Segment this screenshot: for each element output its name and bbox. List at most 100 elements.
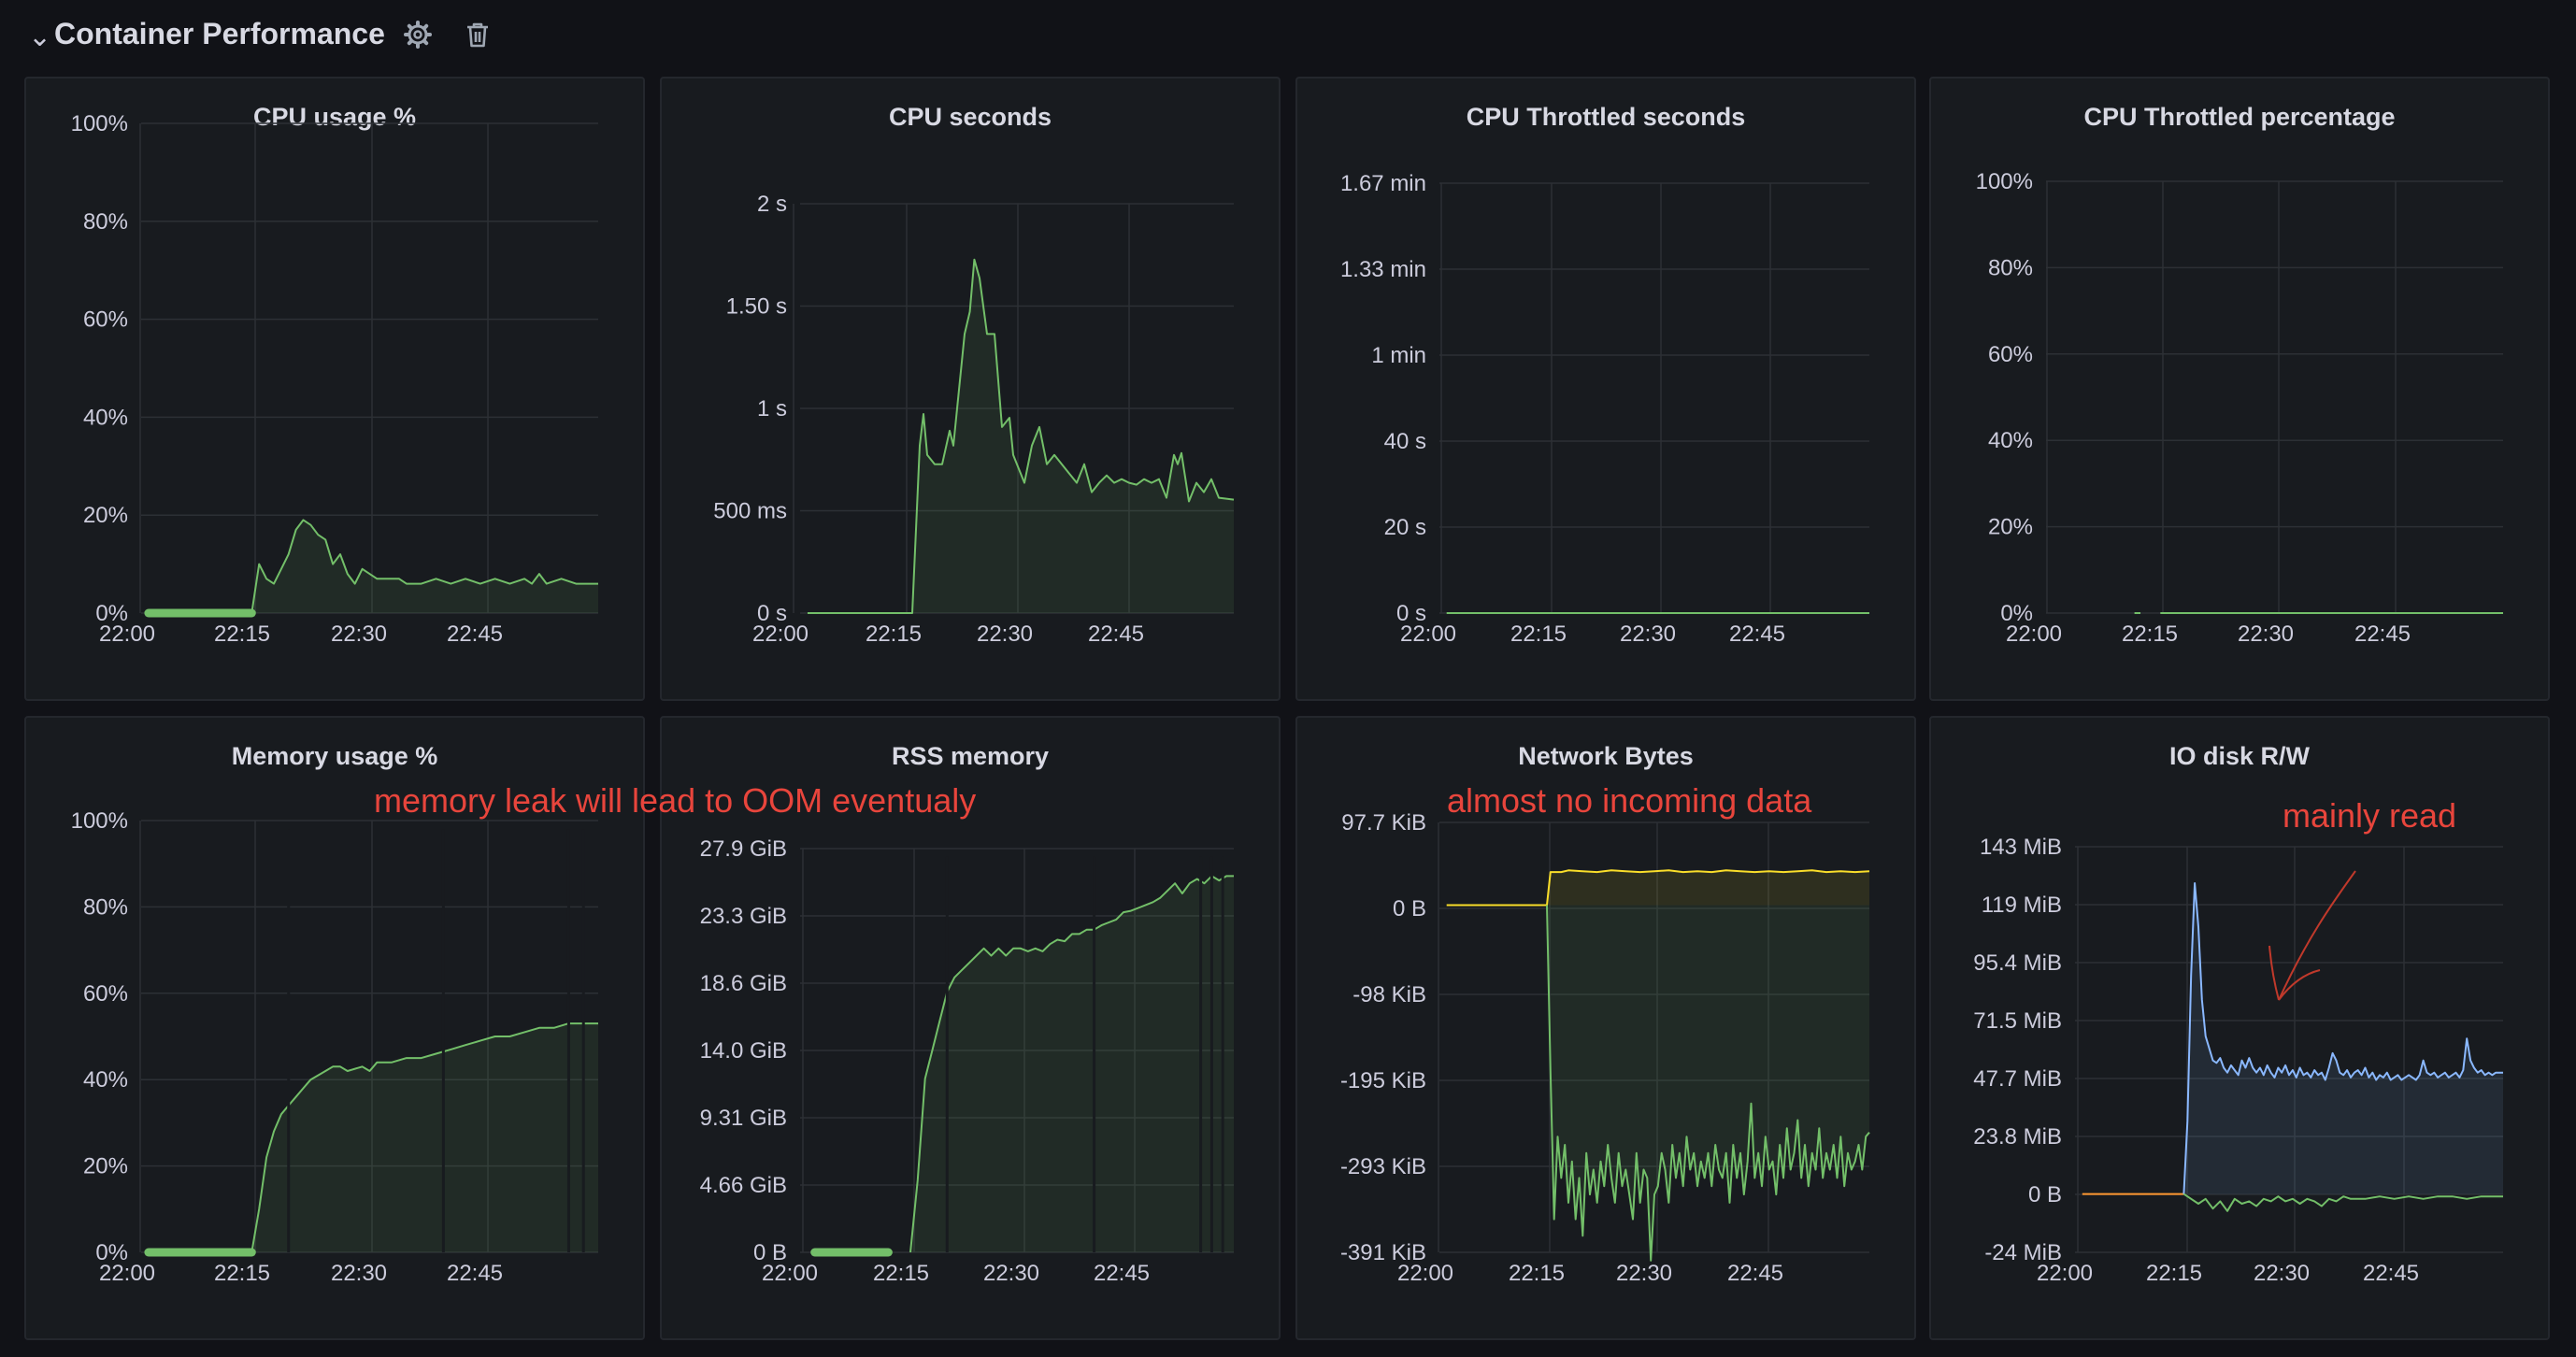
y-tick-label: 0% <box>95 1240 128 1265</box>
y-tick-label: 1.67 min <box>1340 171 1426 196</box>
panel-io-disk-rw[interactable]: IO disk R/W 143 MiB 119 MiB 95.4 MiB 71.5 M… <box>1929 716 2550 1340</box>
y-tick-label: 4.66 GiB <box>700 1173 787 1198</box>
panel-title: CPU seconds <box>888 103 1052 131</box>
panel-rss-memory[interactable]: RSS memory 27.9 GiB 23.3 GiB 18.6 GiB 14.0 … <box>660 716 1281 1340</box>
panel-title: RSS memory <box>891 742 1050 770</box>
x-tick-label: 22:30 <box>2254 1261 2310 1286</box>
y-tick-label: 97.7 KiB <box>1341 810 1426 836</box>
y-tick-label: 47.7 MiB <box>1973 1066 2062 1092</box>
x-tick-label: 22:30 <box>331 621 387 647</box>
x-tick-label: 22:45 <box>1729 621 1785 647</box>
y-tick-label: 143 MiB <box>1980 835 2062 860</box>
y-tick-label: 23.3 GiB <box>700 904 787 929</box>
chart-cpu-usage: 100% 80% 60% 40% 20% 0%22:00 22:15 22:30 22:45 <box>71 111 598 647</box>
y-tick-label: 60% <box>1988 342 2033 367</box>
series-area <box>1547 905 1869 1261</box>
annotation-mainly-read: mainly read <box>2283 796 2457 835</box>
x-tick-label: 22:15 <box>2122 621 2178 647</box>
y-tick-label: 0 s <box>757 601 787 626</box>
series-line <box>909 875 1234 1253</box>
series-line <box>1446 869 1870 907</box>
y-tick-label: 20% <box>1988 515 2033 540</box>
x-tick-label: 22:15 <box>866 621 922 647</box>
x-tick-label: 22:00 <box>1400 621 1456 647</box>
gear-icon[interactable] <box>402 19 434 50</box>
x-tick-label: 22:00 <box>1397 1261 1453 1286</box>
x-tick-label: 22:30 <box>1616 1261 1672 1286</box>
series-area <box>909 876 1234 1252</box>
series-area <box>1446 870 1869 906</box>
y-tick-label: 60% <box>83 981 128 1007</box>
panel-network-bytes[interactable]: Network Bytes 97.7 KiB 0 B -98 KiB -195 KiB… <box>1295 716 1916 1340</box>
y-tick-label: 0 B <box>2028 1182 2062 1207</box>
panel-cpu-throttled-seconds[interactable]: CPU Throttled seconds 1.67 min 1.33 min 1 … <box>1295 77 1916 701</box>
panel-cpu-seconds[interactable]: CPU seconds 2 s 1.50 s 1 s 500 ms 0 s 22:00 22… <box>660 77 1281 701</box>
x-tick-label: 22:00 <box>2006 621 2062 647</box>
panel-memory-usage[interactable]: Memory usage % 100% 80% 60% 40% 20% 0% 22:00 22… <box>24 716 645 1340</box>
x-tick-label: 22:15 <box>214 1261 270 1286</box>
series-line <box>808 258 1235 614</box>
x-tick-label: 22:45 <box>1088 621 1144 647</box>
y-tick-label: 40% <box>1988 428 2033 453</box>
x-tick-label: 22:15 <box>2146 1261 2202 1286</box>
y-tick-label: 14.0 GiB <box>700 1038 787 1064</box>
y-tick-label: 18.6 GiB <box>700 971 787 996</box>
x-tick-label: 22:15 <box>214 621 270 647</box>
x-tick-label: 22:00 <box>99 621 155 647</box>
y-tick-label: 0 B <box>1393 896 1426 921</box>
x-tick-label: 22:45 <box>447 1261 503 1286</box>
row-header: ⌄ Container Performance <box>0 0 2576 69</box>
y-tick-label: -293 KiB <box>1340 1154 1426 1179</box>
annotation-incoming-data: almost no incoming data <box>1447 781 1812 820</box>
series-line <box>250 519 598 614</box>
panel-title: CPU Throttled seconds <box>1466 103 1746 131</box>
y-tick-label: 40% <box>83 1067 128 1093</box>
annotation-arrow <box>2268 870 2356 1001</box>
x-tick-label: 22:15 <box>1510 621 1567 647</box>
y-tick-label: 80% <box>83 209 128 235</box>
y-tick-label: 0% <box>2000 601 2033 626</box>
series-area <box>251 520 598 613</box>
x-tick-label: 22:45 <box>447 621 503 647</box>
x-tick-label: 22:30 <box>2238 621 2294 647</box>
panel-title: CPU Throttled percentage <box>2083 103 2396 131</box>
y-tick-label: 100% <box>71 111 128 136</box>
x-tick-label: 22:00 <box>2037 1261 2093 1286</box>
y-tick-label: 60% <box>83 307 128 333</box>
x-tick-label: 22:45 <box>2354 621 2411 647</box>
series-line <box>2182 882 2503 1194</box>
row-title[interactable]: Container Performance <box>54 17 385 50</box>
y-tick-label: 71.5 MiB <box>1973 1008 2062 1034</box>
chevron-down-icon[interactable]: ⌄ <box>28 21 52 52</box>
x-tick-label: 22:45 <box>1094 1261 1150 1286</box>
y-tick-label: 100% <box>71 808 128 834</box>
series-line <box>1546 905 1870 1262</box>
y-tick-label: 1.33 min <box>1340 257 1426 282</box>
y-tick-label: 20% <box>83 1154 128 1179</box>
y-tick-label: 20 s <box>1384 515 1426 540</box>
y-tick-label: 500 ms <box>713 499 787 524</box>
chart-cpu-throttled-percentage: 100% 80% 60% 40% 20% 0%22:00 22:15 22:30 22:45 <box>1976 169 2503 647</box>
series-area <box>251 1023 598 1252</box>
series-line <box>2182 1193 2503 1212</box>
x-tick-label: 22:15 <box>873 1261 929 1286</box>
x-tick-label: 22:45 <box>2363 1261 2419 1286</box>
y-tick-label: 0% <box>95 601 128 626</box>
x-tick-label: 22:30 <box>983 1261 1039 1286</box>
y-tick-label: 0 B <box>753 1240 787 1265</box>
panel-title: Memory usage % <box>231 742 438 770</box>
y-tick-label: 119 MiB <box>1982 893 2062 918</box>
y-tick-label: 100% <box>1976 169 2033 194</box>
panel-cpu-throttled-percentage[interactable]: CPU Throttled percentage 100% 80% 60% 40% 20… <box>1929 77 2550 701</box>
y-tick-label: -98 KiB <box>1352 982 1426 1007</box>
trash-icon[interactable] <box>462 19 494 50</box>
chart-cpu-throttled-seconds: 1.67 min 1.33 min 1 min 40 s 20 s 0 s22:00 22:… <box>1340 171 1869 647</box>
x-tick-label: 22:00 <box>99 1261 155 1286</box>
y-tick-label: 1.50 s <box>726 294 787 320</box>
series-area <box>808 259 1234 613</box>
y-tick-label: 80% <box>1988 255 2033 280</box>
panel-cpu-usage[interactable]: CPU usage % 100% 80% 60% 40% 20% 0% 22:00 22:15… <box>24 77 645 701</box>
chart-network-bytes: 97.7 KiB 0 B -98 KiB -195 KiB -293 KiB -391 K… <box>1340 810 1870 1286</box>
x-tick-label: 22:30 <box>331 1261 387 1286</box>
series-area <box>2183 883 2503 1194</box>
